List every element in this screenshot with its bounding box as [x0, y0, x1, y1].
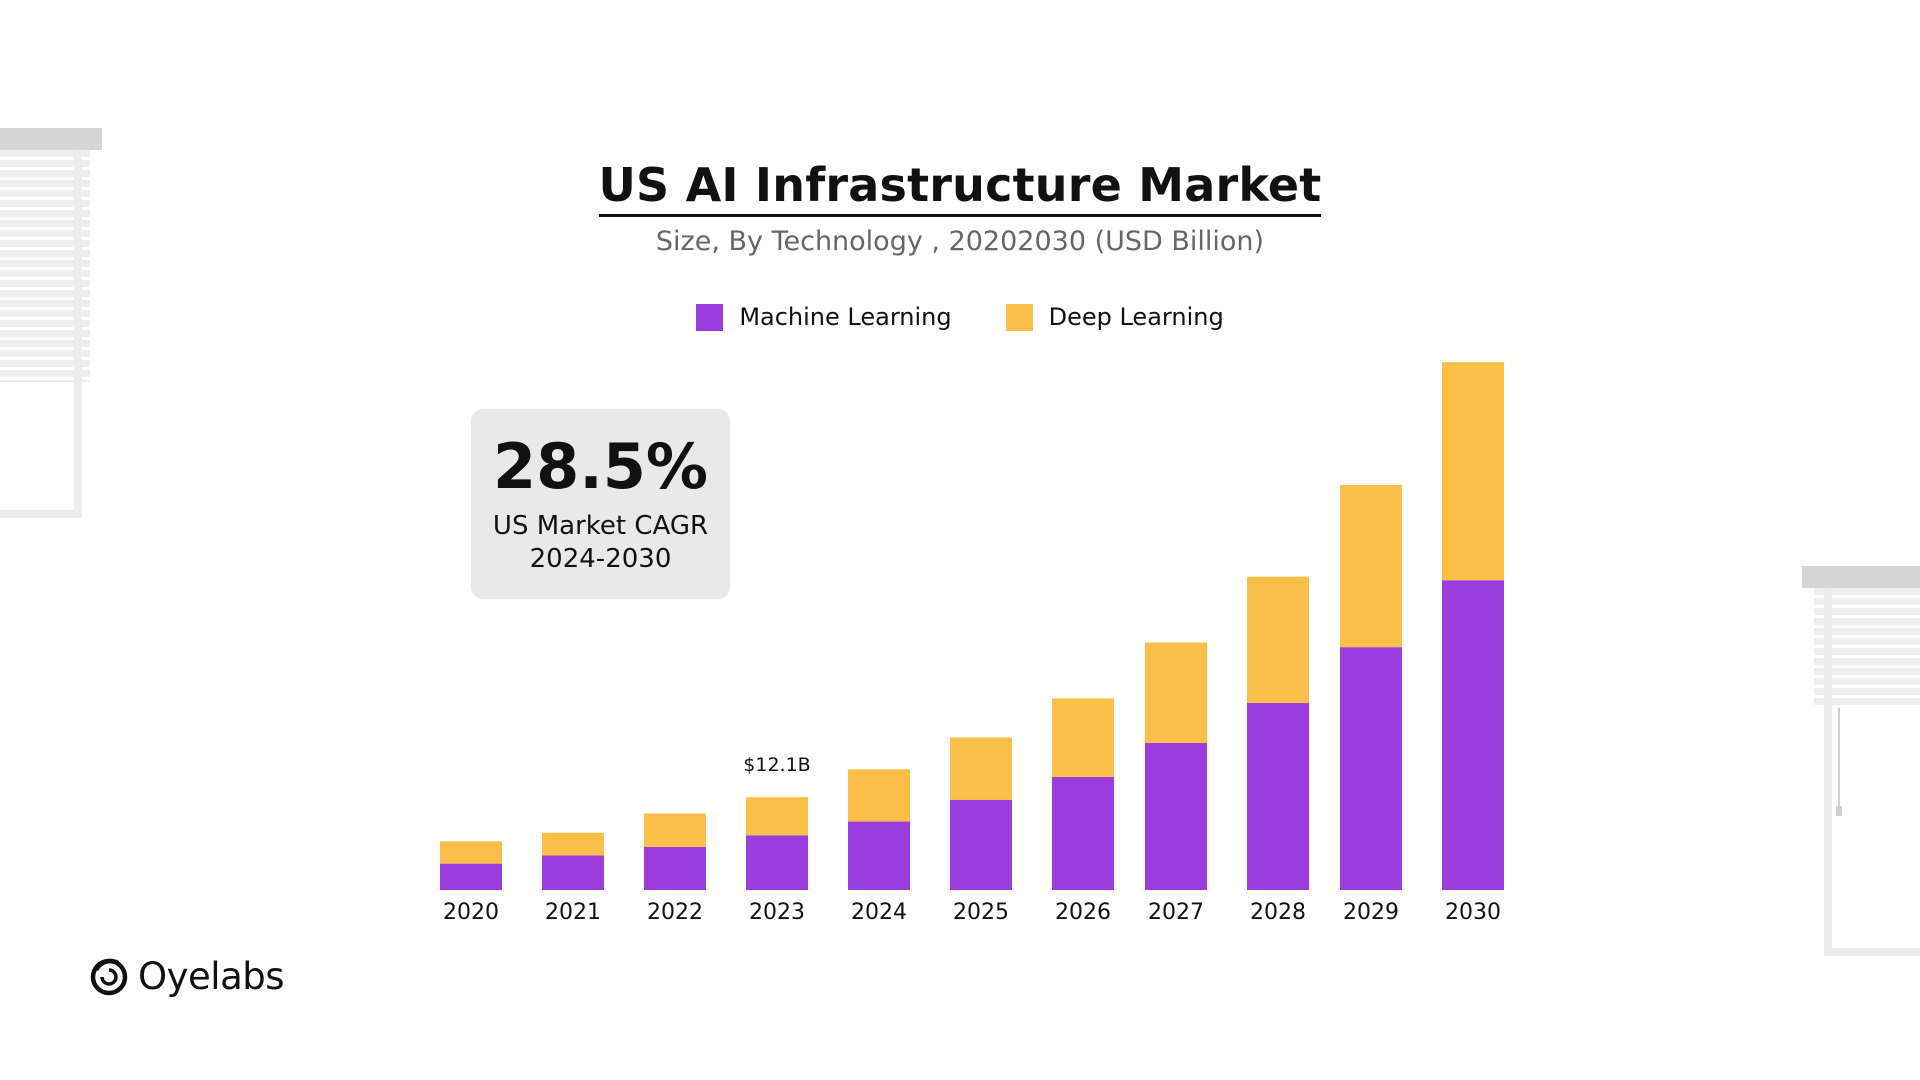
bar-deep-learning-2028 [1247, 576, 1309, 703]
x-tick-label-2026: 2026 [1055, 900, 1111, 925]
bar-machine-learning-2023 [746, 835, 808, 890]
chart-legend: Machine Learning Deep Learning [0, 303, 1920, 331]
bar-deep-learning-2025 [950, 737, 1012, 800]
bar-machine-learning-2030 [1442, 580, 1504, 890]
cagr-value: 28.5% [492, 430, 709, 503]
chart-title: US AI Infrastructure Market [0, 158, 1920, 217]
x-tick-label-2027: 2027 [1148, 900, 1204, 925]
chart-subtitle: Size, By Technology , 20202030 (USD Bill… [655, 226, 1265, 257]
window-blind-right-decoration [1802, 566, 1920, 958]
legend-item-machine-learning: Machine Learning [696, 303, 952, 331]
legend-label-machine-learning: Machine Learning [739, 303, 952, 331]
x-tick-label-2025: 2025 [953, 900, 1009, 925]
bar-machine-learning-2020 [440, 863, 502, 890]
bar-deep-learning-2030 [1442, 362, 1504, 581]
bar-machine-learning-2021 [542, 855, 604, 890]
bar-machine-learning-2025 [950, 799, 1012, 890]
legend-label-deep-learning: Deep Learning [1048, 303, 1224, 331]
bar-deep-learning-2022 [644, 813, 706, 847]
data-label-2023: $12.1B [743, 754, 810, 776]
legend-swatch-machine-learning [696, 303, 724, 331]
x-tick-label-2021: 2021 [545, 900, 601, 925]
brand-logo: Oyelabs [88, 955, 285, 998]
window-blind-left-decoration [0, 128, 102, 520]
x-tick-label-2020: 2020 [443, 900, 499, 925]
bar-machine-learning-2022 [644, 846, 706, 890]
x-tick-label-2030: 2030 [1445, 900, 1501, 925]
x-tick-label-2028: 2028 [1250, 900, 1306, 925]
chart-title-text: US AI Infrastructure Market [598, 158, 1322, 217]
cagr-label-line1: US Market CAGR [492, 511, 709, 541]
x-tick-label-2022: 2022 [647, 900, 703, 925]
bar-deep-learning-2023 [746, 797, 808, 836]
legend-swatch-deep-learning [1005, 303, 1033, 331]
legend-item-deep-learning: Deep Learning [1005, 303, 1224, 331]
bar-machine-learning-2027 [1145, 742, 1207, 890]
brand-name: Oyelabs [138, 955, 285, 998]
bar-deep-learning-2020 [440, 841, 502, 864]
bar-deep-learning-2021 [542, 832, 604, 856]
cagr-label: US Market CAGR 2024-2030 [471, 510, 730, 577]
bar-deep-learning-2029 [1340, 484, 1402, 648]
x-tick-label-2029: 2029 [1343, 900, 1399, 925]
bar-deep-learning-2024 [848, 769, 910, 822]
x-tick-label-2024: 2024 [851, 900, 907, 925]
bar-machine-learning-2026 [1052, 776, 1114, 890]
cagr-callout: 28.5% US Market CAGR 2024-2030 [471, 409, 730, 599]
oyelabs-logo-icon [90, 958, 128, 995]
bar-deep-learning-2026 [1052, 698, 1114, 777]
bar-machine-learning-2029 [1340, 647, 1402, 890]
cagr-label-line2: 2024-2030 [529, 544, 672, 575]
bar-machine-learning-2024 [848, 821, 910, 890]
bar-machine-learning-2028 [1247, 702, 1309, 890]
bar-deep-learning-2027 [1145, 642, 1207, 743]
x-tick-label-2023: 2023 [749, 900, 805, 925]
